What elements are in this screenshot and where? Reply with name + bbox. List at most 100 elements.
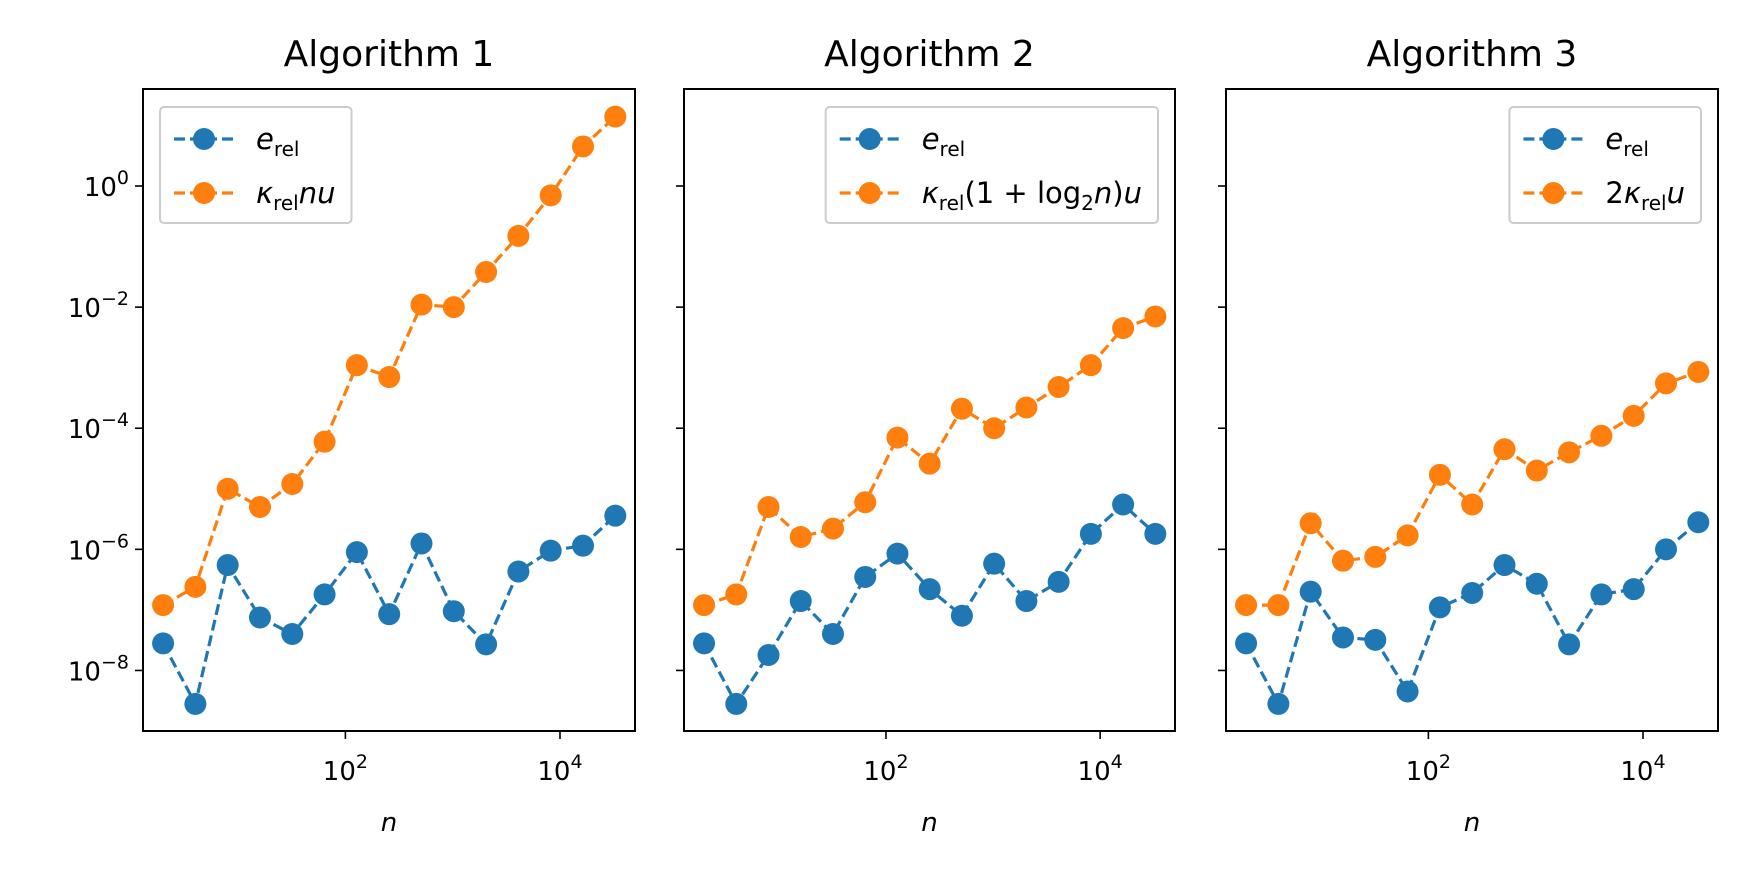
data-point (1079, 354, 1102, 377)
data-point (693, 594, 716, 617)
legend-marker (1542, 182, 1565, 204)
y-tick-label: 10−6 (68, 530, 129, 566)
data-point (1396, 524, 1419, 547)
data-point (604, 504, 627, 527)
data-point (1267, 594, 1290, 617)
y-tick-label: 10−4 (68, 409, 129, 445)
legend: erel κrelnu (159, 106, 353, 224)
data-point (1235, 594, 1258, 617)
data-point (475, 261, 498, 284)
legend-marker (193, 182, 215, 204)
legend: erel 2κrelu (1508, 106, 1702, 224)
y-tick-label: 10−2 (68, 288, 129, 324)
y-tick-label: 10−8 (68, 651, 129, 687)
data-point (1144, 522, 1167, 545)
data-point (757, 643, 780, 666)
data-point (983, 417, 1006, 440)
subplot-3: Algorithm 3 102 104 n erel 2κrelu (1218, 34, 1719, 838)
data-point (572, 534, 595, 557)
data-point (539, 539, 562, 562)
data-point (854, 491, 877, 514)
data-point (1235, 632, 1258, 655)
data-point (821, 517, 844, 540)
data-point (757, 496, 780, 519)
axes-frame (142, 88, 636, 732)
x-tick-label: 102 (1406, 751, 1451, 787)
data-point (507, 224, 530, 247)
data-point (1558, 633, 1581, 656)
data-point (442, 600, 465, 623)
data-point (1493, 438, 1516, 461)
data-point (1331, 626, 1354, 649)
x-axis-label: n (921, 808, 937, 838)
data-point (572, 135, 595, 158)
series-line-1 (1244, 521, 1700, 709)
data-point (1525, 459, 1548, 482)
data-point (248, 496, 271, 519)
data-point (442, 296, 465, 319)
data-point (1687, 511, 1710, 534)
data-point (1590, 583, 1613, 606)
legend-label: κrelnu (256, 176, 336, 215)
subplot-title: Algorithm 1 (284, 34, 495, 75)
data-point (184, 575, 207, 598)
data-point (1112, 317, 1135, 340)
data-point (918, 452, 941, 475)
data-point (604, 105, 627, 128)
data-point (886, 426, 909, 449)
legend: erel κrel(1 + log2n)u (824, 106, 1159, 224)
data-point (725, 692, 748, 715)
data-point (1590, 424, 1613, 447)
data-point (1299, 580, 1322, 603)
x-tick-label: 104 (1078, 751, 1123, 787)
data-point (1525, 572, 1548, 595)
data-point (789, 590, 812, 613)
data-point (693, 632, 716, 655)
data-point (345, 541, 368, 564)
data-point (345, 354, 368, 377)
data-point (1687, 360, 1710, 383)
data-point (1622, 578, 1645, 601)
subplot-title: Algorithm 2 (824, 34, 1035, 75)
data-point (1015, 396, 1038, 419)
data-point (1364, 628, 1387, 651)
x-tick-label: 104 (537, 751, 582, 787)
data-point (854, 565, 877, 588)
data-point (1299, 512, 1322, 535)
axes-frame (1225, 88, 1719, 732)
legend-marker (193, 128, 215, 150)
data-point (152, 632, 175, 655)
data-point (216, 477, 239, 500)
data-point (1461, 493, 1484, 516)
x-tick-label: 102 (323, 751, 368, 787)
data-point (507, 560, 530, 583)
data-point (184, 692, 207, 715)
data-point (539, 184, 562, 207)
data-point (1364, 545, 1387, 568)
data-point (378, 603, 401, 626)
data-point (152, 594, 175, 617)
legend-marker (1542, 128, 1565, 150)
data-point (1558, 441, 1581, 464)
legend-marker (858, 128, 881, 150)
legend-label: erel (922, 122, 966, 161)
data-point (1428, 463, 1451, 486)
data-point (1112, 493, 1135, 516)
data-point (1396, 680, 1419, 703)
data-point (950, 604, 973, 627)
data-point (313, 583, 336, 606)
data-point (983, 552, 1006, 575)
data-point (1493, 554, 1516, 577)
legend-label: κrel(1 + log2n)u (922, 176, 1142, 215)
data-point (1079, 522, 1102, 545)
data-point (1047, 375, 1070, 398)
x-axis-label: n (381, 808, 397, 838)
data-point (1655, 538, 1678, 561)
data-point (1331, 549, 1354, 572)
data-point (1428, 596, 1451, 619)
data-point (918, 578, 941, 601)
data-point (886, 542, 909, 565)
x-tick-label: 104 (1620, 751, 1665, 787)
legend-marker (858, 182, 881, 204)
